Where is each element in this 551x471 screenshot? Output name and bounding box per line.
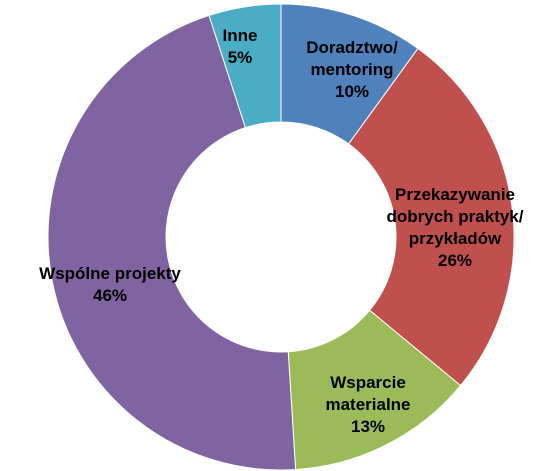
value-label: 13% bbox=[350, 417, 386, 436]
value-label: 46% bbox=[92, 286, 128, 305]
value-label: 26% bbox=[437, 251, 473, 270]
slice-label: Wspólne projekty 46% bbox=[0, 263, 225, 307]
category-label: Wspólne projekty bbox=[39, 264, 181, 283]
slice-label: Doradztwo/ mentoring 10% bbox=[282, 37, 422, 103]
slice-label: Inne 5% bbox=[210, 25, 270, 69]
value-label: 10% bbox=[334, 82, 370, 101]
category-label: Wsparcie materialne bbox=[325, 373, 411, 414]
category-label: Inne bbox=[222, 26, 258, 45]
slice-label: Wsparcie materialne 13% bbox=[308, 372, 428, 438]
value-label: 5% bbox=[227, 48, 253, 67]
donut-slice bbox=[47, 14, 297, 471]
donut-slice bbox=[347, 47, 515, 387]
donut-slice bbox=[208, 3, 282, 129]
category-label: Doradztwo/ mentoring bbox=[306, 38, 398, 79]
category-label: Przekazywanie dobrych praktyk/ przykładó… bbox=[386, 185, 524, 248]
slice-label: Przekazywanie dobrych praktyk/ przykładó… bbox=[368, 184, 543, 272]
